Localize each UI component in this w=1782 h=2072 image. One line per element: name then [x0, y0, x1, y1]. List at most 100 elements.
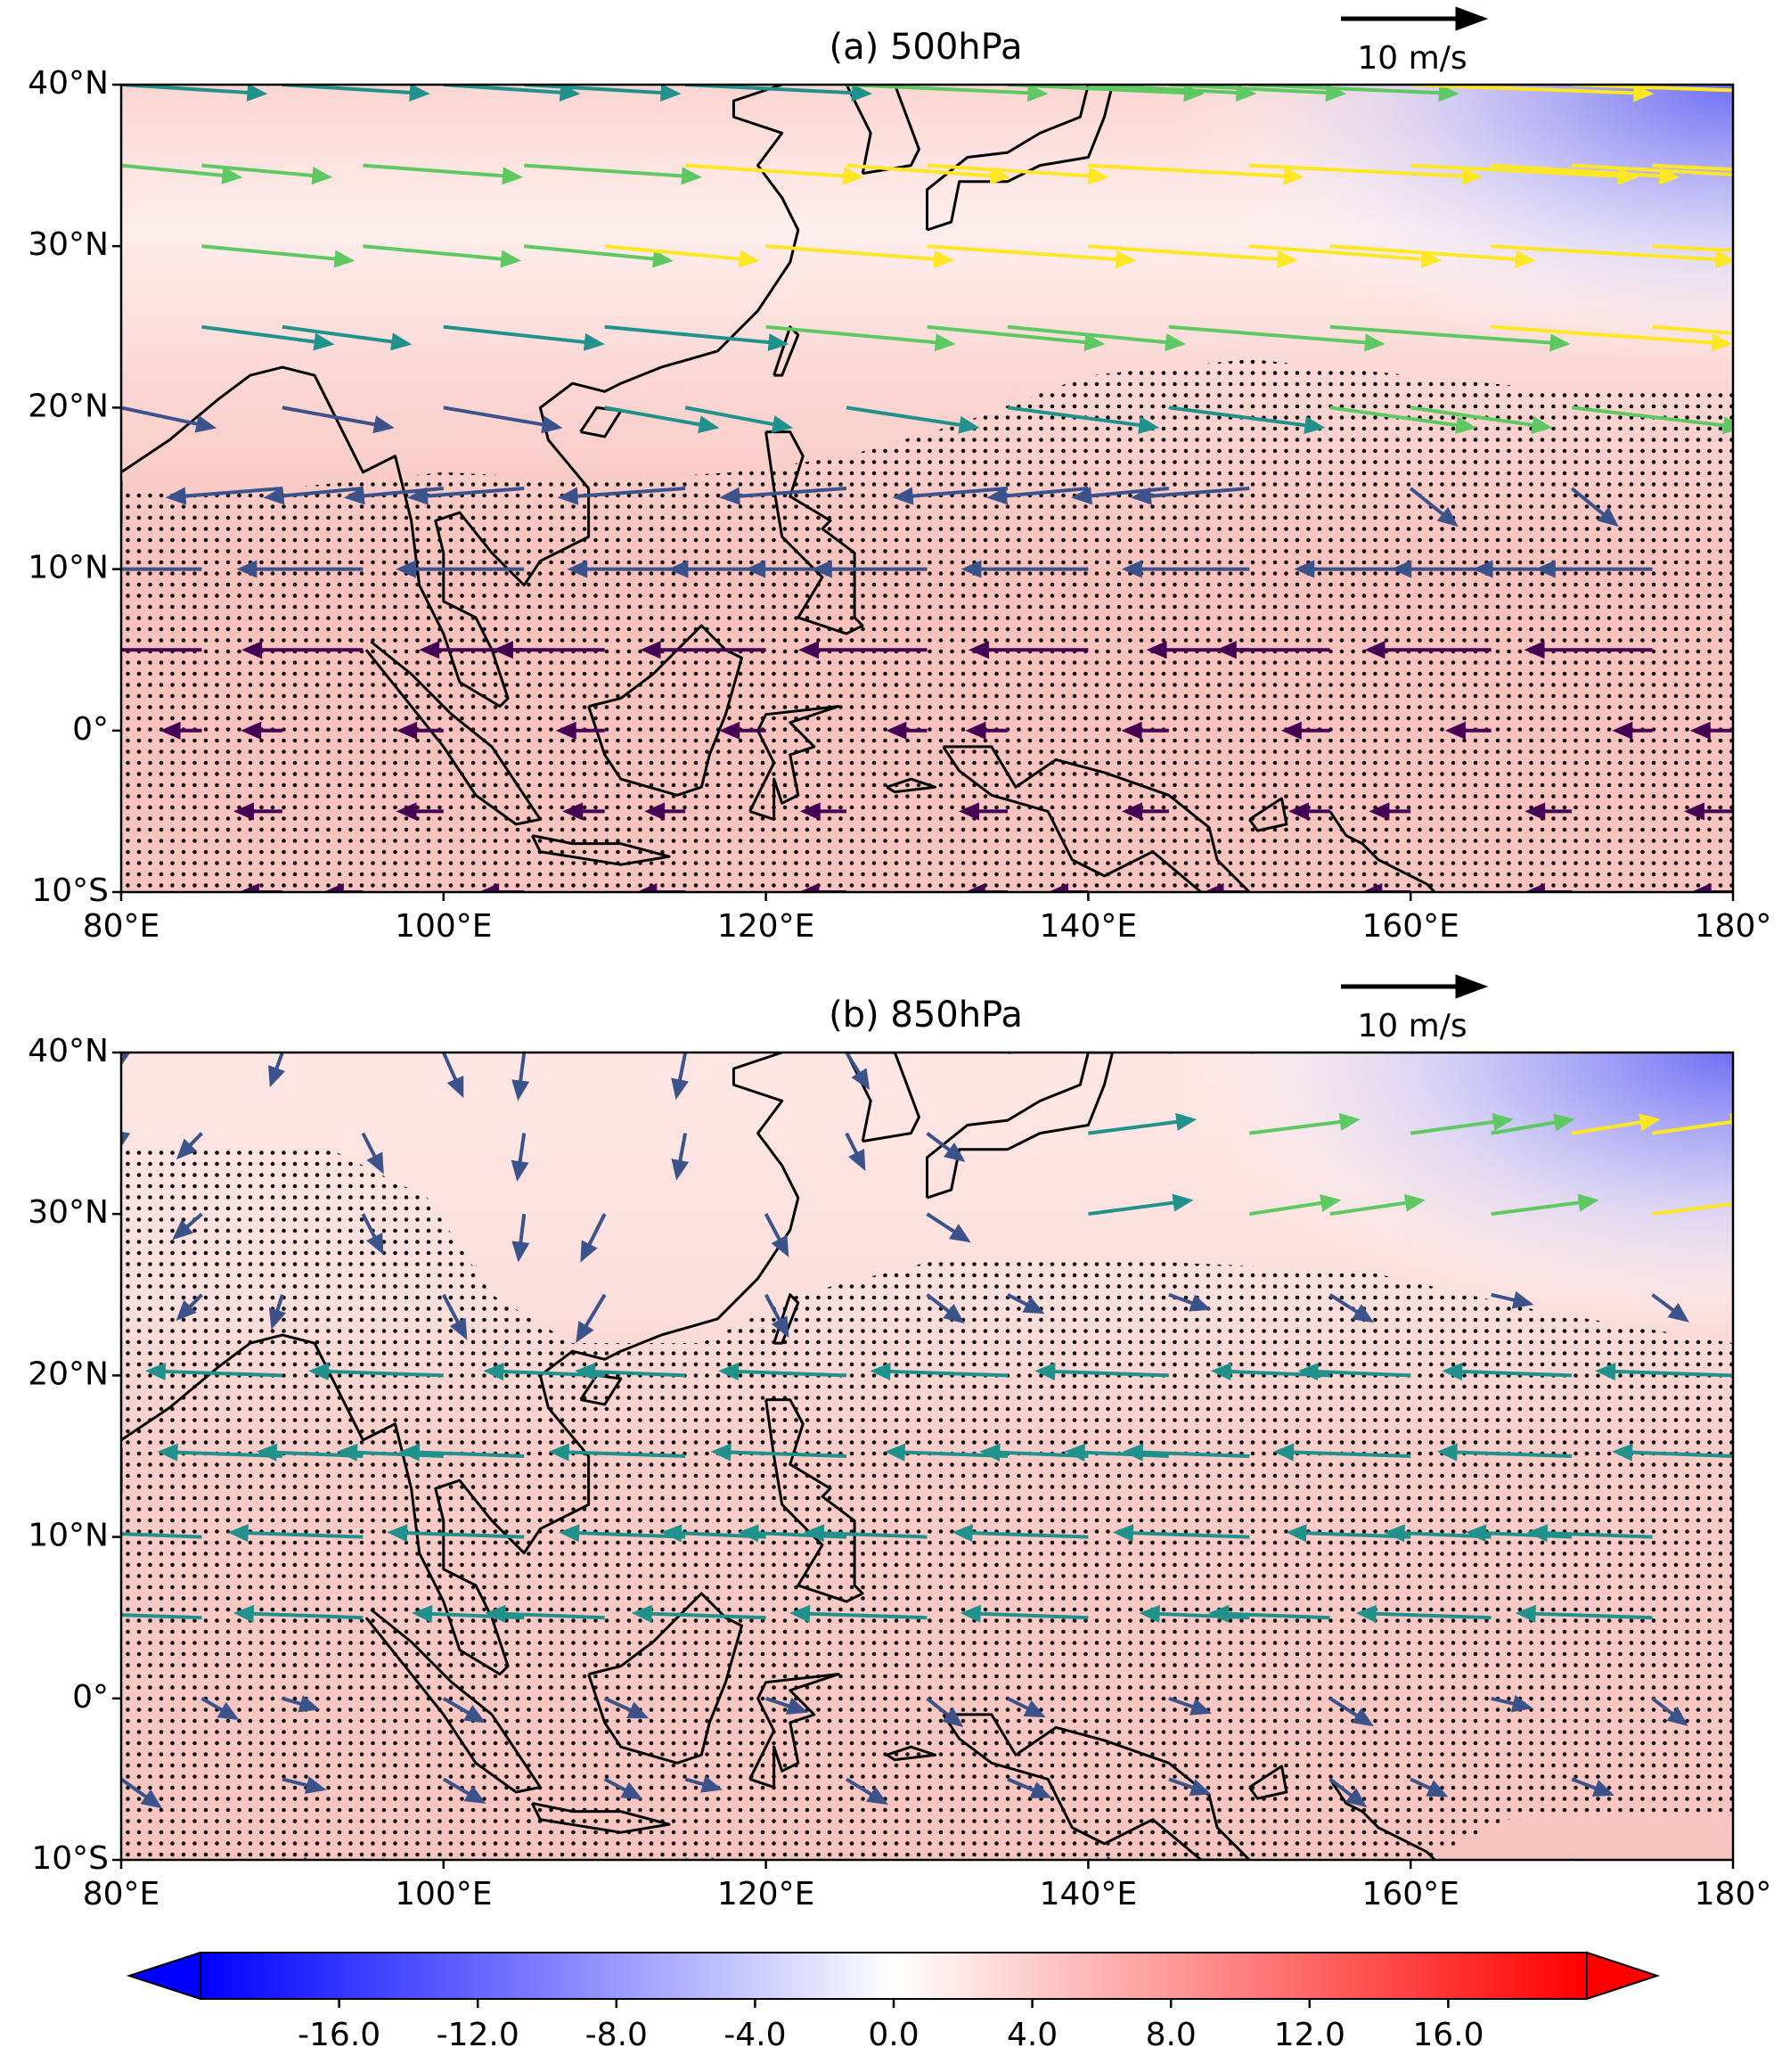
- wind-vector: [1273, 1443, 1411, 1462]
- coastline: [121, 85, 800, 708]
- wind-vector: [236, 560, 364, 578]
- wind-vector: [443, 405, 563, 434]
- wind-vector: [631, 1604, 766, 1623]
- wind-vector: [282, 1695, 321, 1713]
- reference-label: 10 m/s: [1357, 1008, 1467, 1044]
- wind-vector: [1249, 1112, 1361, 1135]
- coastline: [1248, 1765, 1288, 1800]
- wind-vector: [1355, 1604, 1492, 1623]
- wind-vector: [282, 1856, 309, 1860]
- wind-vector: [1048, 882, 1089, 892]
- coastline: [942, 745, 1251, 892]
- coastline: [886, 777, 937, 794]
- wind-vector: [1612, 1443, 1733, 1462]
- wind-vector: [604, 244, 760, 268]
- wind-vector: [603, 1777, 643, 1800]
- wind-vector: [960, 560, 1089, 578]
- colorbar-extend-high: [1586, 1951, 1661, 2001]
- wind-vector: [1329, 1193, 1426, 1216]
- wind-vector: [387, 1524, 525, 1543]
- panel-title: (a) 500hPa: [830, 27, 1023, 68]
- wind-vector: [1088, 1112, 1198, 1135]
- wind-vector: [363, 163, 523, 185]
- wind-vector: [121, 567, 202, 571]
- wind-vector: [685, 85, 872, 102]
- y-tick-label: 10°S: [31, 872, 109, 909]
- wind-vector: [1524, 882, 1573, 892]
- wind-vector: [1328, 1697, 1374, 1727]
- wind-vector: [1208, 1604, 1330, 1623]
- coastline: [886, 1745, 937, 1762]
- wind-vector: [968, 641, 1089, 659]
- coastline: [1248, 797, 1288, 832]
- wind-vector: [282, 405, 395, 434]
- wind-vector: [1491, 244, 1733, 269]
- wind-vector: [442, 1697, 486, 1724]
- y-tick-label: 30°N: [28, 1194, 109, 1231]
- wind-vector: [846, 85, 1049, 102]
- colorbar-tick-label: -16.0: [298, 2017, 380, 2053]
- wind-vector: [1465, 1524, 1573, 1543]
- wind-vector: [524, 163, 702, 185]
- wind-vector: [233, 802, 282, 821]
- wind-vector: [1168, 1696, 1212, 1716]
- wind-vector: [1249, 244, 1443, 268]
- colorbar-tick-label: -4.0: [723, 2017, 786, 2053]
- map-frame: [119, 1051, 1735, 1862]
- wind-vector: [1444, 721, 1492, 740]
- wind-vector: [1651, 1697, 1688, 1726]
- wind-vector: [1288, 802, 1330, 821]
- wind-vector: [1203, 882, 1250, 892]
- wind-vector: [604, 405, 720, 434]
- wind-vector: [926, 1293, 965, 1324]
- coastline: [121, 1052, 800, 1676]
- wind-vector: [282, 85, 430, 102]
- wind-vector: [557, 487, 686, 505]
- wind-vector: [1249, 1858, 1253, 1860]
- wind-vector: [870, 1362, 1009, 1381]
- coastline: [772, 1293, 800, 1345]
- wind-vector: [121, 488, 122, 491]
- x-tick-label: 160°E: [1361, 1876, 1459, 1912]
- wind-vector: [927, 244, 1137, 268]
- wind-vector: [1410, 1777, 1449, 1798]
- wind-vector: [1491, 324, 1733, 352]
- wind-vector: [363, 1857, 386, 1860]
- wind-vector: [268, 1052, 286, 1088]
- wind-vector: [361, 1213, 384, 1256]
- wind-vector: [986, 487, 1089, 505]
- wind-vector: [241, 721, 282, 740]
- wind-vector: [764, 1213, 789, 1257]
- coastline: [579, 1373, 623, 1406]
- wind-vector: [548, 1443, 686, 1462]
- map-area: [79, 85, 1733, 892]
- reference-arrow: [1341, 6, 1489, 31]
- y-tick-label: 40°N: [28, 1033, 109, 1069]
- colorbar: [200, 1952, 1588, 2000]
- wind-vector: [555, 721, 605, 740]
- wind-vector: [960, 1604, 1089, 1623]
- wind-vector: [644, 802, 686, 821]
- wind-vector: [79, 805, 121, 817]
- wind-vector: [323, 882, 364, 892]
- wind-vector: [799, 802, 847, 821]
- wind-vector: [396, 721, 444, 740]
- colorbar-tick-label: 4.0: [1007, 2017, 1058, 2053]
- wind-vector: [361, 1132, 384, 1175]
- wind-vector: [718, 1362, 847, 1381]
- wind-vector: [442, 1293, 468, 1340]
- wind-vector: [1572, 1858, 1577, 1860]
- wind-vector: [1731, 1779, 1733, 1781]
- wind-vector: [1572, 85, 1733, 93]
- colorbar-tick-label: 0.0: [868, 2017, 919, 2053]
- wind-vector: [172, 1212, 203, 1241]
- wind-vector: [121, 1777, 163, 1809]
- colorbar-tick-label: 8.0: [1146, 2017, 1197, 2053]
- wind-vector: [524, 1858, 527, 1860]
- y-tick-label: 0°: [72, 1679, 109, 1716]
- wind-vector: [121, 1131, 131, 1148]
- wind-vector: [1088, 1193, 1194, 1216]
- wind-vector: [511, 1052, 530, 1102]
- wind-vector: [562, 802, 605, 821]
- wind-vector: [1168, 1292, 1212, 1312]
